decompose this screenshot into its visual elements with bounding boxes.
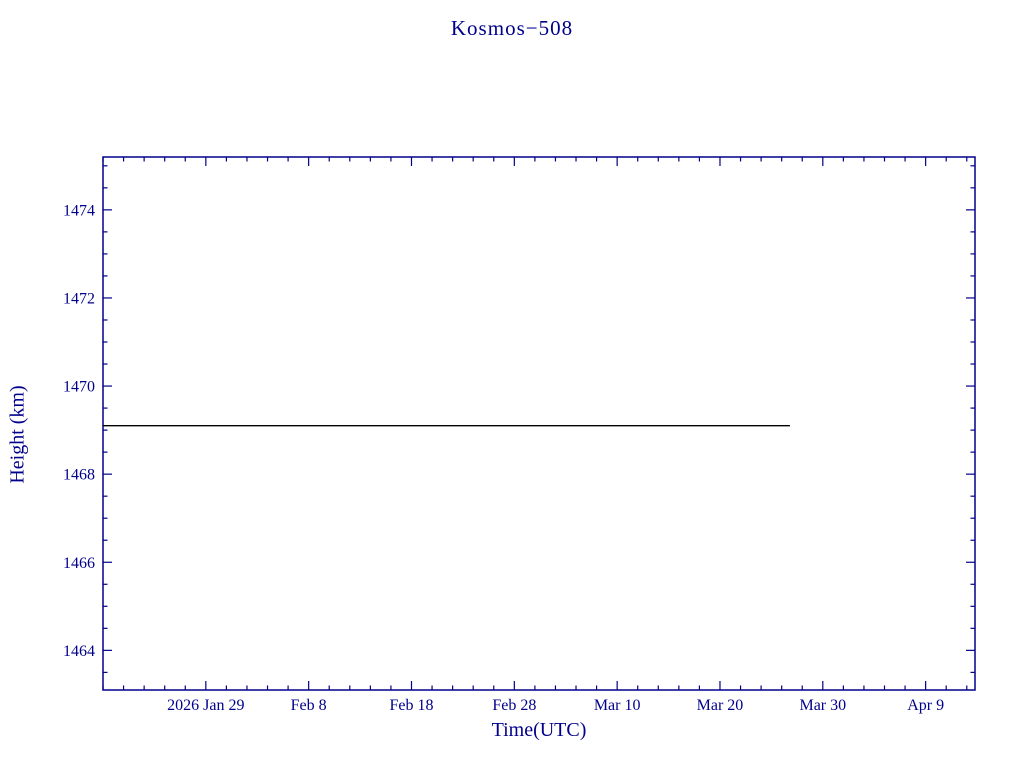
x-tick-label: Feb 8 <box>291 697 327 714</box>
x-tick-label: Mar 10 <box>594 697 641 714</box>
y-tick-label: 1468 <box>63 467 95 484</box>
x-tick-label: Mar 20 <box>697 697 744 714</box>
plot-border <box>102 156 976 691</box>
y-tick-label: 1472 <box>63 290 95 307</box>
x-tick-label: Apr 9 <box>907 697 944 714</box>
x-tick-label: 2026 Jan 29 <box>167 697 244 714</box>
x-tick-label: Mar 30 <box>799 697 846 714</box>
y-tick-label: 1470 <box>63 379 95 396</box>
chart-title: Kosmos−508 <box>450 16 574 40</box>
y-tick-label: 1474 <box>63 202 95 219</box>
y-tick-label: 1466 <box>63 555 95 572</box>
x-axis-label: Time(UTC) <box>491 719 587 741</box>
x-tick-label: Feb 28 <box>492 697 536 714</box>
x-tick-label: Feb 18 <box>389 697 433 714</box>
y-tick-label: 1464 <box>63 643 95 660</box>
